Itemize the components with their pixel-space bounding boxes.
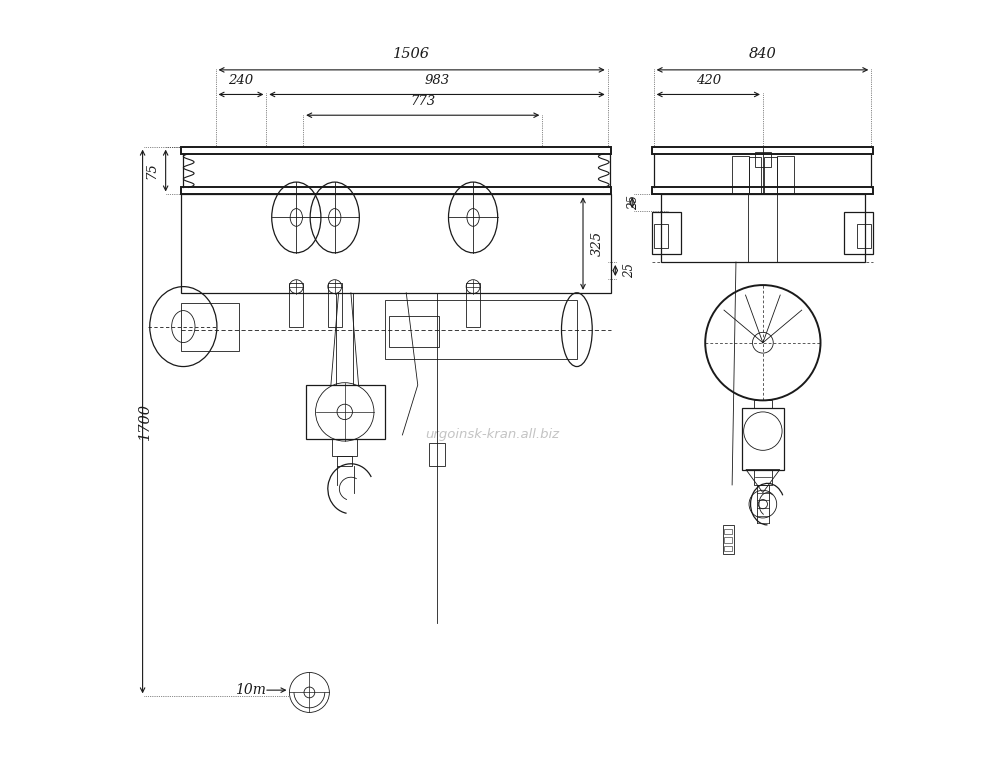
Text: 75: 75 xyxy=(145,162,158,179)
Bar xyxy=(754,400,772,408)
Bar xyxy=(724,537,732,543)
Bar xyxy=(749,158,761,194)
Bar xyxy=(652,186,873,194)
Text: 1506: 1506 xyxy=(393,47,430,61)
Text: 25: 25 xyxy=(623,263,636,278)
Bar xyxy=(724,529,732,534)
Bar xyxy=(389,316,439,346)
Bar xyxy=(181,194,611,293)
Bar xyxy=(748,194,777,262)
Bar xyxy=(723,525,734,554)
Bar xyxy=(742,408,784,470)
Bar xyxy=(181,147,611,155)
Bar xyxy=(652,147,873,155)
Bar xyxy=(724,546,732,551)
Text: urgoinsk-kran.all.biz: urgoinsk-kran.all.biz xyxy=(425,428,559,441)
Bar xyxy=(857,223,871,248)
Bar xyxy=(429,443,445,466)
Bar xyxy=(306,385,385,439)
Bar xyxy=(181,303,239,350)
Text: 1700: 1700 xyxy=(138,403,152,440)
Text: 840: 840 xyxy=(749,47,776,61)
Text: 983: 983 xyxy=(424,74,450,87)
Bar xyxy=(289,283,303,327)
Bar xyxy=(328,283,342,327)
Bar xyxy=(337,456,352,466)
Bar xyxy=(777,156,794,194)
Bar xyxy=(181,186,611,194)
Bar xyxy=(654,223,668,248)
Bar xyxy=(332,439,357,456)
Text: 325: 325 xyxy=(591,231,604,256)
Bar xyxy=(661,194,865,262)
Text: 10т: 10т xyxy=(235,683,266,697)
Bar xyxy=(466,283,480,327)
Bar xyxy=(385,300,577,359)
Bar xyxy=(844,212,873,254)
Bar xyxy=(764,158,777,194)
Bar xyxy=(754,470,772,485)
Text: 25: 25 xyxy=(627,196,640,210)
Text: 240: 240 xyxy=(228,74,254,87)
Bar xyxy=(652,212,681,254)
Text: 773: 773 xyxy=(410,95,435,108)
Bar xyxy=(732,156,749,194)
Bar xyxy=(755,152,771,168)
Bar xyxy=(336,293,353,385)
Text: 420: 420 xyxy=(696,74,721,87)
